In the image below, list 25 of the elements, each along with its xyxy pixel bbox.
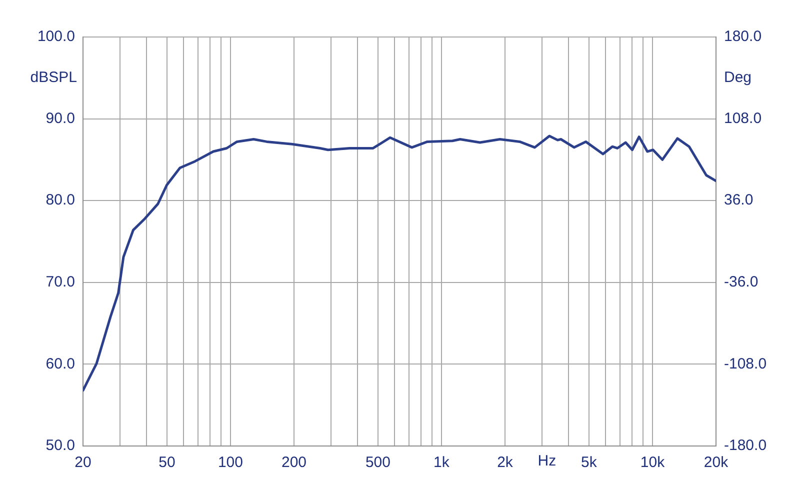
y2-tick-label: 36.0 xyxy=(724,192,754,209)
y2-tick-label: 108.0 xyxy=(724,110,762,127)
x-tick-label: 20 xyxy=(74,454,92,472)
y-tick-label: 100.0 xyxy=(37,28,75,46)
x-tick-label: 100 xyxy=(218,454,243,472)
x-tick-label: 1k xyxy=(434,454,450,472)
y-tick-label: 80.0 xyxy=(46,192,75,209)
x-tick-label: 200 xyxy=(281,454,307,472)
y-tick-label: 70.0 xyxy=(46,274,75,291)
x-tick-label: 500 xyxy=(365,454,390,472)
y2-axis-title: Deg xyxy=(724,69,752,86)
y-tick-label: 90.0 xyxy=(46,110,75,127)
x-tick-label: 20k xyxy=(704,454,729,472)
y2-tick-label: 180.0 xyxy=(724,28,762,46)
x-tick-label: 50 xyxy=(158,454,176,472)
y2-tick-label: -108.0 xyxy=(724,355,767,372)
y2-tick-label: -36.0 xyxy=(724,274,758,291)
x-axis-title: Hz xyxy=(538,452,556,470)
x-tick-label: 10k xyxy=(640,454,666,472)
y2-tick-label: -180.0 xyxy=(724,437,767,454)
x-tick-label: 2k xyxy=(497,454,514,472)
x-tick-label: 5k xyxy=(581,454,598,472)
y-axis-title: dBSPL xyxy=(30,69,77,86)
y-tick-label: 50.0 xyxy=(46,437,75,454)
y-tick-label: 60.0 xyxy=(46,355,75,372)
